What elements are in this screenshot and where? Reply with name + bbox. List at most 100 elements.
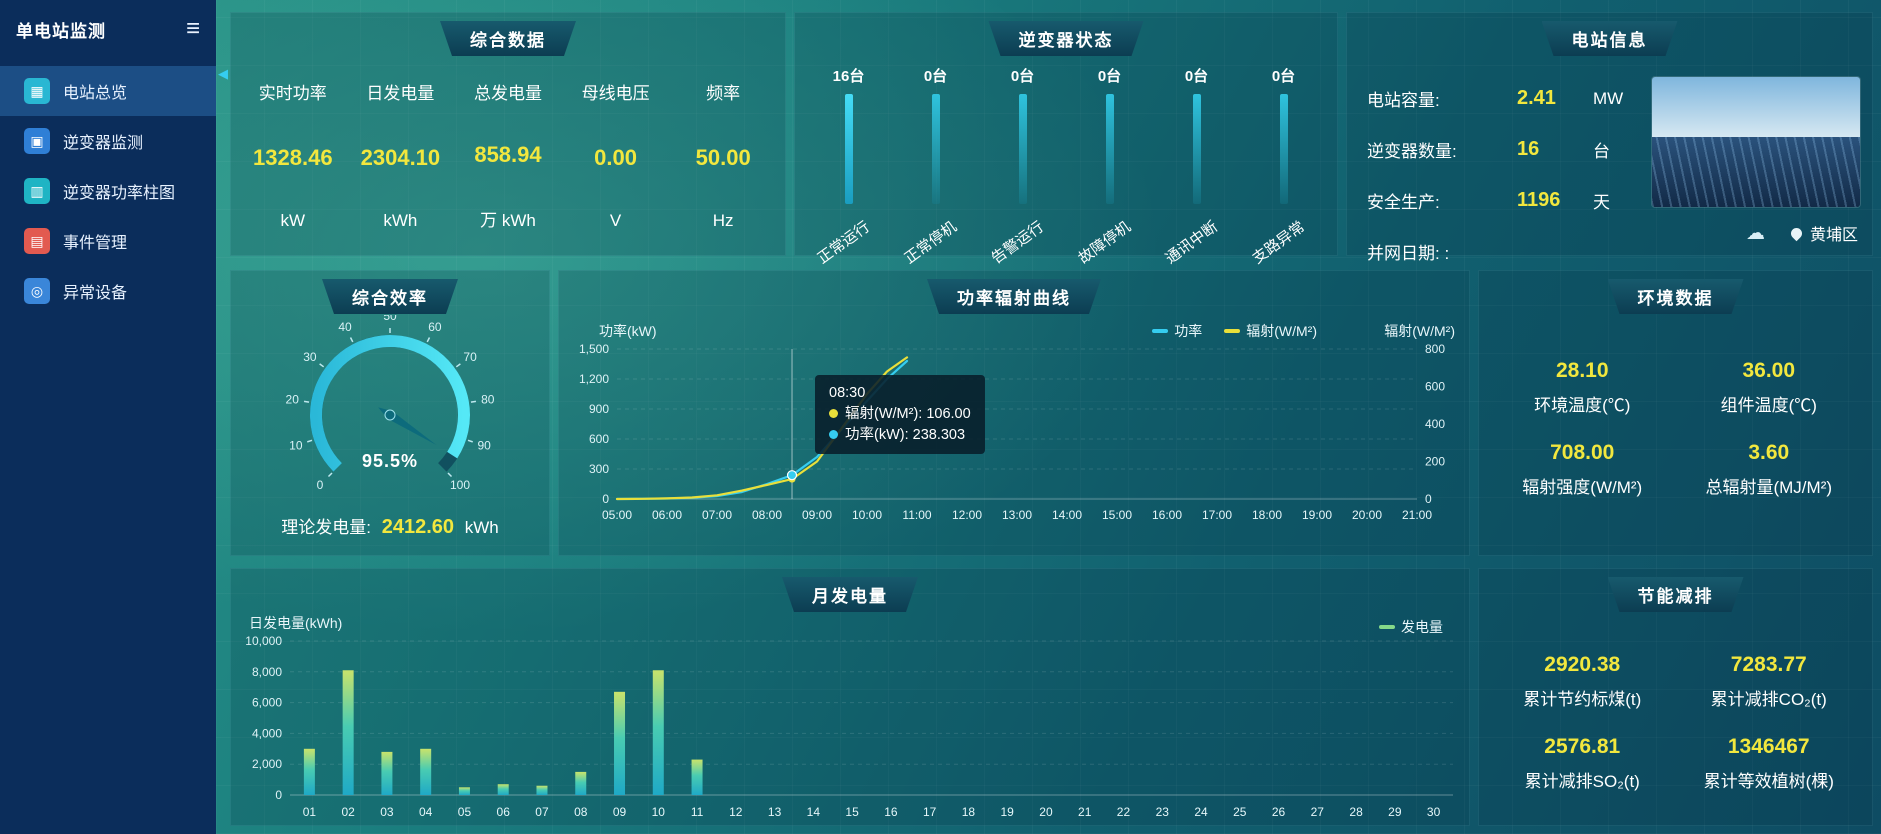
svg-text:04: 04	[419, 805, 433, 819]
panel-title: 节能减排	[1608, 577, 1744, 612]
svg-text:40: 40	[338, 320, 352, 334]
left-axis-title: 功率(kW)	[599, 323, 657, 339]
inverter-power-bars-icon: ▥	[24, 178, 50, 204]
so2-reduced: 2576.81 累计减排SO₂(t)	[1489, 727, 1676, 809]
svg-text:10:00: 10:00	[852, 508, 882, 522]
station-capacity-row: 电站容量: 2.41 MW	[1367, 73, 1623, 124]
inverter-status-columns: 16台 正常运行 0台 正常停机 0台 告警运行 0台 故障停机	[805, 65, 1327, 267]
panel-title: 电站信息	[1542, 21, 1678, 56]
status-count: 0台	[1010, 68, 1035, 85]
metric-value: 708.00	[1550, 441, 1615, 464]
module-temperature: 36.00 组件温度(℃)	[1676, 351, 1863, 433]
svg-text:02: 02	[341, 805, 355, 819]
legend-label: 发电量	[1401, 619, 1443, 635]
location-pin-icon[interactable]	[1788, 225, 1805, 241]
trees-equivalent: 1346467 累计等效植树(棵)	[1676, 727, 1863, 809]
status-bar	[1105, 94, 1114, 204]
status-label: 正常停机	[901, 218, 961, 268]
panel-power-radiation-curve: 功率辐射曲线 功率(kW) 功率 辐射(W/M²) 辐射(W/M²) 0 300 6…	[558, 270, 1470, 556]
metric-label: 辐射强度(W/M²)	[1522, 478, 1643, 497]
sidebar-item-event-management[interactable]: ▤ 事件管理	[0, 216, 216, 266]
metric-value: 2920.38	[1544, 653, 1621, 676]
legend-radiation[interactable]: 辐射(W/M²)	[1224, 321, 1317, 341]
metric-unit: Hz	[712, 211, 734, 230]
metric-unit: 万 kWh	[480, 211, 536, 230]
station-photo	[1652, 77, 1860, 207]
svg-text:60: 60	[428, 320, 442, 334]
svg-text:70: 70	[463, 350, 477, 364]
efficiency-gauge: 0 10 20 30 40 50 60 70 80 90 100	[240, 309, 540, 510]
legend-power[interactable]: 功率	[1152, 321, 1202, 341]
metric-bus-voltage: 母线电压 0.00 V	[562, 69, 670, 241]
total-radiation: 3.60 总辐射量(MJ/M²)	[1676, 433, 1863, 515]
photo-solar-panels	[1652, 136, 1860, 207]
panel-environment-data: 环境数据 28.10 环境温度(℃) 36.00 组件温度(℃) 708.00 …	[1478, 270, 1873, 556]
panel-title: 功率辐射曲线	[927, 279, 1101, 314]
station-location: ☁ 黄埔区	[1746, 221, 1858, 245]
svg-text:18:00: 18:00	[1252, 508, 1282, 522]
environment-metrics: 28.10 环境温度(℃) 36.00 组件温度(℃) 708.00 辐射强度(…	[1489, 351, 1862, 515]
svg-text:19: 19	[1001, 805, 1015, 819]
sidebar-item-inverter-power-bars[interactable]: ▥ 逆变器功率柱图	[0, 166, 216, 216]
status-count: 0台	[1097, 68, 1122, 85]
svg-text:13: 13	[768, 805, 782, 819]
status-label: 通讯中断	[1162, 218, 1222, 268]
monthly-legend[interactable]: 发电量	[1379, 617, 1443, 637]
metric-daily-generation: 日发电量 2304.10 kWh	[347, 69, 455, 241]
theoretical-generation: 理论发电量: 2412.60 kWh	[231, 513, 549, 539]
photo-sky	[1652, 77, 1860, 137]
svg-text:17: 17	[923, 805, 937, 819]
co2-reduced: 7283.77 累计减排CO₂(t)	[1676, 645, 1863, 727]
status-fault-stop: 0台 故障停机	[1066, 65, 1153, 267]
right-axis-title: 辐射(W/M²)	[1384, 323, 1455, 339]
tooltip-time: 08:30	[829, 385, 866, 401]
metric-value: 2304.10	[360, 144, 441, 170]
status-bar	[844, 94, 853, 204]
status-comm-lost: 0台 通讯中断	[1153, 65, 1240, 267]
metric-frequency: 频率 50.00 Hz	[669, 69, 777, 241]
svg-text:22: 22	[1117, 805, 1131, 819]
metric-value: 7283.77	[1730, 653, 1807, 676]
sidebar-collapse-icon[interactable]: ◀	[218, 66, 228, 81]
metric-label: 累计节约标煤(t)	[1523, 690, 1642, 709]
row-label: 逆变器数量:	[1367, 142, 1457, 161]
svg-text:25: 25	[1233, 805, 1247, 819]
metric-label: 累计等效植树(棵)	[1703, 772, 1834, 791]
weather-cloud-icon[interactable]: ☁	[1745, 222, 1765, 244]
theory-unit: kWh	[464, 518, 499, 537]
status-alarm-running: 0台 告警运行	[979, 65, 1066, 267]
row-value: 2.41	[1517, 87, 1556, 109]
svg-text:05:00: 05:00	[602, 508, 632, 522]
panel-efficiency: 综合效率 0 10 20 30 40 50 60 70 80 90 100 95.5% 理论发电量:…	[230, 270, 550, 556]
svg-text:30: 30	[303, 350, 317, 364]
panel-title: 月发电量	[782, 577, 918, 612]
svg-text:09:00: 09:00	[802, 508, 832, 522]
svg-text:12:00: 12:00	[952, 508, 982, 522]
svg-text:10,000: 10,000	[245, 634, 282, 648]
svg-text:14:00: 14:00	[1052, 508, 1082, 522]
svg-text:11: 11	[691, 805, 704, 819]
svg-text:10: 10	[289, 439, 303, 453]
svg-text:0: 0	[275, 788, 282, 802]
svg-text:06: 06	[497, 805, 511, 819]
svg-text:26: 26	[1272, 805, 1286, 819]
svg-text:07: 07	[535, 805, 549, 819]
svg-text:11:00: 11:00	[902, 508, 931, 522]
svg-text:30: 30	[1427, 805, 1441, 819]
svg-text:0: 0	[1425, 492, 1432, 506]
hamburger-menu-icon[interactable]: ≡	[185, 15, 200, 42]
svg-text:03: 03	[380, 805, 394, 819]
sidebar-item-abnormal-devices[interactable]: ◎ 异常设备	[0, 266, 216, 316]
sidebar-item-inverter-monitoring[interactable]: ▣ 逆变器监测	[0, 116, 216, 166]
status-count: 16台	[832, 68, 865, 85]
svg-text:16: 16	[884, 805, 898, 819]
panel-title: 综合数据	[440, 21, 576, 56]
inverter-monitoring-icon: ▣	[24, 128, 50, 154]
metric-label: 环境温度(℃)	[1534, 396, 1631, 415]
grid-date-row: 并网日期: :	[1367, 226, 1623, 277]
dashboard: ◀ 综合数据 实时功率 1328.46 kW 日发电量 2304.10 kWh …	[216, 0, 1881, 834]
svg-text:18: 18	[962, 805, 976, 819]
sidebar-item-station-overview[interactable]: ▦ 电站总览	[0, 66, 216, 116]
svg-text:21:00: 21:00	[1402, 508, 1432, 522]
svg-text:23: 23	[1156, 805, 1170, 819]
